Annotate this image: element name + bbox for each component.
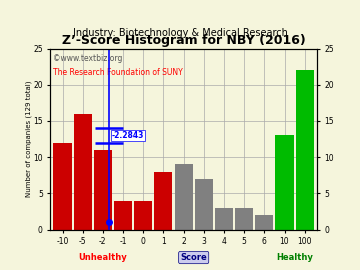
Bar [73,114,92,230]
Text: -2.2843: -2.2843 [112,131,144,140]
Text: The Research Foundation of SUNY: The Research Foundation of SUNY [53,69,183,77]
Bar [195,179,213,230]
Bar [114,201,132,229]
Bar [275,136,294,230]
Y-axis label: Number of companies (129 total): Number of companies (129 total) [25,81,32,197]
Bar [235,208,253,230]
Text: Industry: Biotechnology & Medical Research: Industry: Biotechnology & Medical Resear… [73,28,287,38]
Bar [175,164,193,230]
Title: Z’-Score Histogram for NBY (2016): Z’-Score Histogram for NBY (2016) [62,35,306,48]
Bar [53,143,72,230]
Text: ©www.textbiz.org: ©www.textbiz.org [53,54,122,63]
Bar [134,201,152,229]
Bar [296,70,314,230]
Bar [215,208,233,230]
Bar [94,150,112,230]
Bar [255,215,273,230]
Text: Score: Score [180,253,207,262]
Text: Healthy: Healthy [276,253,313,262]
Bar [154,172,172,230]
Text: Unhealthy: Unhealthy [78,253,127,262]
